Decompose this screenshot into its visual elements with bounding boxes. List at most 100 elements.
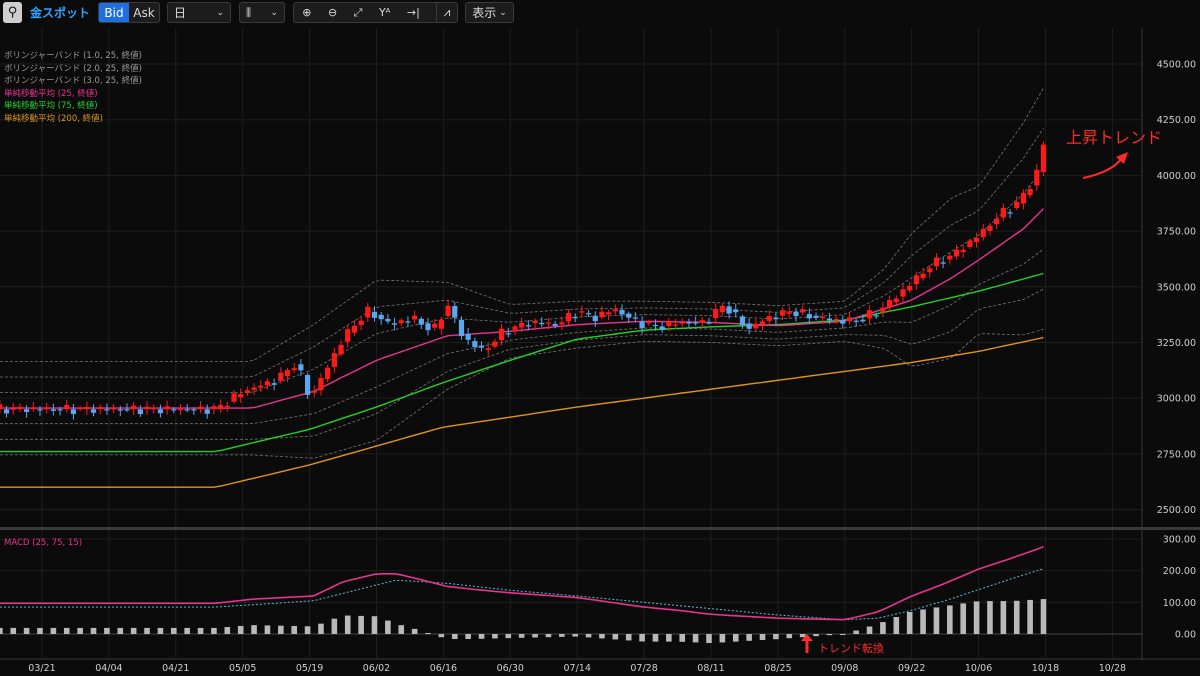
candle-body	[244, 390, 250, 393]
macd-histogram-bar	[826, 634, 833, 636]
candle-body	[251, 387, 257, 390]
candle-body	[318, 378, 324, 391]
y-axis-auto-icon[interactable]: Yᴬ	[378, 6, 391, 19]
candle-body	[619, 309, 625, 315]
candle-body	[686, 322, 692, 324]
candle-body	[973, 238, 980, 243]
zoom-in-icon[interactable]: ⊕	[302, 6, 312, 19]
candle-body	[264, 381, 271, 386]
macd-histogram-bar	[893, 617, 900, 634]
candle-body	[953, 249, 960, 257]
candle-body	[840, 320, 846, 324]
fit-screen-icon[interactable]: ⤢	[353, 5, 363, 19]
y-tick-label: 4250.00	[1157, 115, 1196, 126]
macd-histogram-bar	[666, 634, 672, 642]
candle-body	[793, 311, 799, 317]
candle-body	[994, 218, 1000, 225]
search-button[interactable]: ⚲	[3, 2, 22, 23]
macd-histogram-bar	[478, 634, 485, 639]
y-tick-label: 3000.00	[1157, 394, 1196, 405]
candle-body	[719, 305, 725, 313]
macd-legend: MACD (25, 75, 15)	[4, 538, 83, 548]
x-tick-label: 04/21	[162, 663, 189, 674]
macd-histogram-bar	[759, 634, 766, 640]
macd-histogram-bar	[157, 627, 164, 634]
candle-body	[773, 317, 779, 320]
candle-body	[900, 289, 906, 297]
magnifier-icon: ⚲	[7, 5, 18, 20]
bollinger-band-2-upper	[0, 127, 1044, 378]
reversal-arrowhead	[801, 634, 813, 641]
ask-button[interactable]: Ask	[129, 3, 159, 22]
macd-histogram-bar	[331, 618, 338, 634]
pane-divider[interactable]	[0, 527, 1200, 530]
candle-body	[920, 273, 926, 279]
macd-histogram-bar	[518, 634, 525, 638]
candle-body	[0, 404, 3, 410]
x-tick-label: 08/25	[764, 663, 791, 674]
zoom-out-icon[interactable]: ⊖	[327, 6, 338, 19]
chart-type-dropdown[interactable]: ⫼ ⌄	[239, 2, 285, 23]
macd-histogram-bar	[839, 634, 846, 635]
candle-body	[813, 315, 819, 318]
candle-body	[10, 408, 16, 410]
candle-body	[585, 313, 592, 315]
candle-body	[445, 305, 451, 317]
display-dropdown[interactable]: 表示 ⌄	[465, 2, 514, 23]
macd-histogram-bar	[960, 603, 967, 634]
candle-body	[84, 406, 90, 410]
sma75-line	[0, 272, 1044, 453]
macd-histogram-bar	[746, 634, 752, 641]
instrument-name[interactable]: 金スポット	[30, 6, 91, 20]
candle-body	[97, 407, 103, 410]
candle-body	[131, 405, 137, 410]
toolbar: ⚲ 金スポット Bid Ask 日 ⌄ ⫼ ⌄ ⊕ ⊖ ⤢ Yᴬ →| ▤ ⩘ …	[0, 0, 1200, 26]
candle-body	[559, 322, 565, 325]
x-tick-label: 08/11	[697, 663, 724, 674]
candle-body	[525, 325, 531, 327]
macd-histogram-bar	[77, 627, 83, 634]
macd-histogram-bar	[1000, 601, 1007, 634]
macd-histogram-bar	[813, 634, 819, 637]
macd-signal-line	[0, 568, 1044, 621]
candle-body	[311, 390, 317, 393]
candle-body	[565, 313, 572, 322]
indicator-legend: ボリンジャーバンド (1.0, 25, 終値) ボリンジャーバンド (2.0, …	[4, 50, 142, 126]
jump-latest-icon[interactable]: →|	[406, 6, 420, 19]
bid-button[interactable]: Bid	[99, 3, 129, 22]
x-tick-label: 07/14	[564, 663, 591, 674]
x-tick-label: 09/22	[898, 663, 925, 674]
candle-body	[77, 407, 83, 410]
candle-body	[418, 318, 424, 325]
macd-histogram-bar	[425, 633, 431, 635]
indicator-button[interactable]: ⩘	[436, 2, 458, 23]
candle-body	[893, 298, 899, 303]
x-tick-label: 04/04	[95, 663, 122, 674]
candle-body	[759, 321, 766, 325]
macd-histogram-bar	[866, 626, 873, 634]
legend-bb2: ボリンジャーバンド (2.0, 25, 終値)	[4, 63, 142, 74]
candle-body	[177, 409, 184, 411]
macd-histogram-bar	[920, 609, 926, 634]
period-dropdown[interactable]: 日 ⌄	[167, 2, 231, 23]
macd-histogram-bar	[23, 627, 30, 634]
macd-histogram-bar	[786, 634, 793, 639]
macd-y-tick-label: 0.00	[1175, 630, 1196, 641]
candle-body	[706, 322, 712, 324]
candle-body	[291, 368, 297, 371]
candle-body	[933, 257, 940, 267]
candle-body	[532, 321, 538, 324]
macd-histogram-bar	[572, 634, 578, 637]
candle-body	[271, 383, 277, 385]
macd-histogram-bar	[0, 627, 3, 634]
period-value: 日	[174, 6, 187, 20]
macd-histogram-bar	[545, 634, 552, 638]
y-tick-label: 4000.00	[1157, 171, 1196, 182]
y-tick-label: 4500.00	[1157, 60, 1196, 71]
candle-body	[70, 409, 77, 414]
candle-body	[806, 314, 812, 319]
candle-body	[365, 306, 371, 318]
macd-histogram-bar	[706, 634, 712, 644]
x-tick-label: 06/02	[363, 663, 390, 674]
